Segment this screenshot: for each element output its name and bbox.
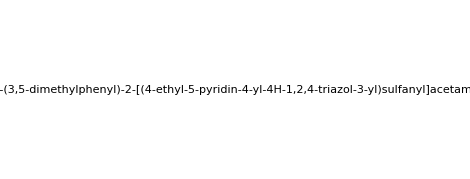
Text: N-(3,5-dimethylphenyl)-2-[(4-ethyl-5-pyridin-4-yl-4H-1,2,4-triazol-3-yl)sulfanyl: N-(3,5-dimethylphenyl)-2-[(4-ethyl-5-pyr… — [0, 85, 470, 95]
